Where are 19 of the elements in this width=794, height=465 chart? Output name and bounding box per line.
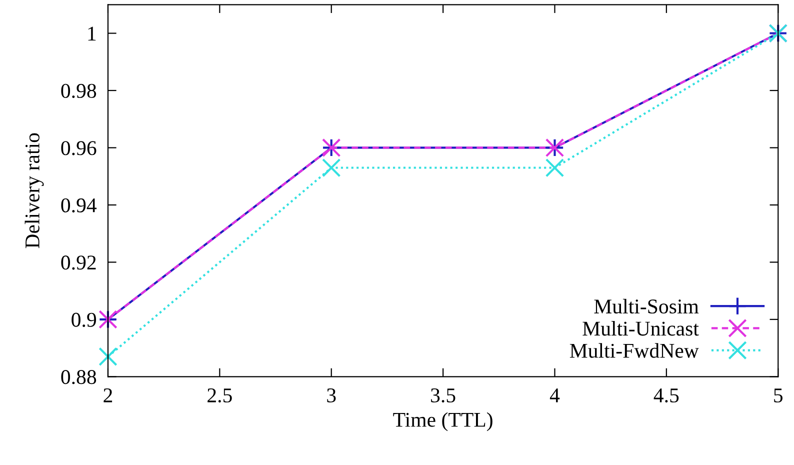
x-tick-label: 2 — [104, 388, 112, 402]
y-axis-title: Delivery ratio — [24, 133, 44, 248]
x-tick-label: 3 — [327, 388, 336, 402]
x-tick-label: 4 — [550, 388, 560, 402]
legend-label: Multi-Unicast — [582, 321, 699, 336]
legend-label: Multi-Sosim — [594, 298, 699, 314]
x-tick-label: 2.5 — [208, 388, 232, 403]
y-tick-label: 0.96 — [61, 141, 96, 156]
y-tick-label: 0.9 — [72, 312, 96, 327]
x-tick-label: 3.5 — [431, 388, 456, 403]
x-tick-label: 5 — [774, 388, 783, 402]
y-tick-label: 1 — [88, 26, 96, 40]
y-tick-label: 0.98 — [61, 84, 96, 98]
x-tick-label: 4.5 — [654, 388, 679, 403]
y-tick-label: 0.88 — [61, 370, 96, 384]
y-tick-label: 0.92 — [61, 256, 96, 270]
y-tick-label: 0.94 — [61, 198, 97, 212]
x-axis-title: Time (TTL) — [393, 412, 492, 432]
legend-label: Multi-FwdNew — [570, 343, 699, 358]
